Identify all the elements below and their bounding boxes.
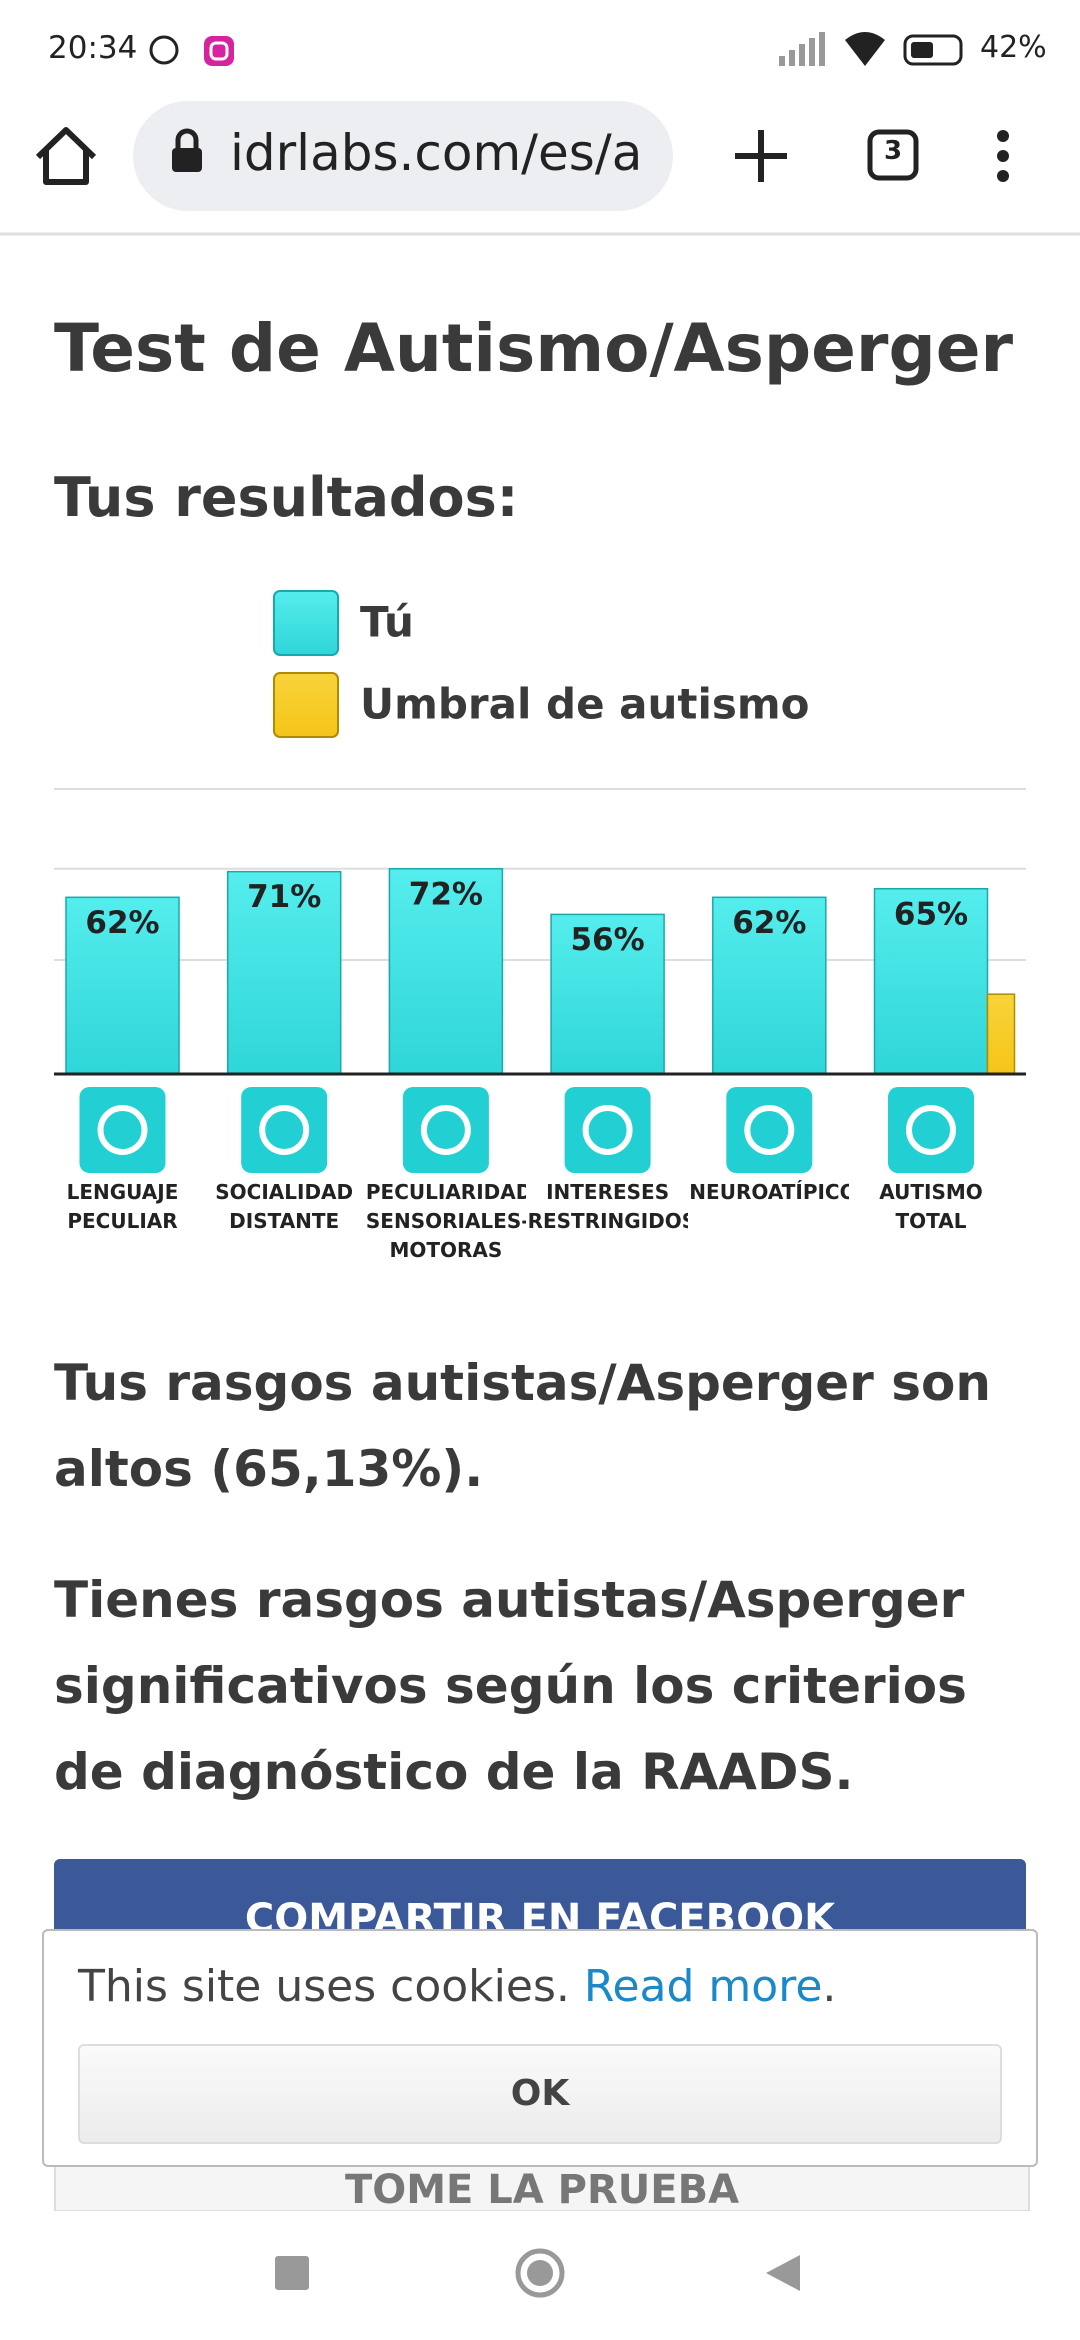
category-label-box: SOCIALIDAD DISTANTE (215, 1180, 354, 1233)
cookie-banner: This site uses cookies. Read more. OK (42, 1929, 1038, 2167)
url-text[interactable]: idrlabs.com/es/a (230, 124, 643, 182)
category-icon-glyph (582, 1105, 633, 1155)
category-icon (79, 1087, 166, 1173)
result-text: Tus rasgos autistas/Asperger son altos (… (54, 1354, 991, 1498)
legend-label: Tú (360, 598, 414, 647)
bar (226, 870, 342, 1075)
x-tick-label: AUTISMO TOTAL (879, 1180, 983, 1233)
category-label-box: NEUROATÍPICO (689, 1180, 850, 1204)
legend-label: Umbral de autismo (360, 680, 810, 729)
x-tick-label: LENGUAJE PECULIAR (66, 1180, 179, 1233)
bar (550, 913, 665, 1075)
diagnosis-text: Tienes rasgos autistas/Asperger signific… (54, 1571, 967, 1801)
chart: Tú Umbral de autismo 62% LENGUAJE PECULIAR 7… (54, 590, 1026, 1262)
legend-swatch (273, 590, 339, 656)
x-tick-label: SOCIALIDAD DISTANTE (215, 1180, 354, 1233)
category-label-box: INTERESES RESTRINGIDOS (527, 1180, 688, 1233)
cookie-message: This site uses cookies. Read more. (78, 1961, 836, 2012)
threshold-bar (986, 993, 1016, 1075)
battery-level: 42% (980, 30, 1047, 65)
home-nav-button[interactable] (515, 2248, 565, 2298)
bar (873, 888, 989, 1075)
bar (388, 868, 504, 1075)
category-label-box: AUTISMO TOTAL (879, 1180, 983, 1233)
category-icon-glyph (259, 1105, 310, 1155)
bar-value-label: 71% (247, 879, 321, 915)
tab-count: 3 (883, 136, 903, 166)
navigation-bar (0, 2211, 1080, 2340)
cookie-text: This site uses cookies. (78, 1961, 570, 2012)
bar-value-label: 62% (732, 905, 806, 941)
bar (65, 896, 180, 1075)
category-icon (564, 1087, 651, 1173)
category-icon-glyph (420, 1105, 471, 1155)
category-icon-glyph (906, 1105, 956, 1155)
bar-value-label: 72% (409, 876, 483, 912)
back-button[interactable] (766, 2255, 800, 2291)
x-tick-label: NEUROATÍPICO (689, 1180, 850, 1204)
read-more-link[interactable]: Read more (583, 1961, 823, 2012)
x-tick-label: INTERESES RESTRINGIDOS (527, 1180, 688, 1233)
cookie-end: . (822, 1961, 837, 2012)
legend-swatch (273, 672, 339, 738)
bar-value-label: 56% (570, 922, 644, 958)
browser-toolbar (0, 101, 1080, 236)
status-icons (149, 35, 234, 66)
category-label-box: LENGUAJE PECULIAR (66, 1180, 179, 1233)
bar-value-label: 62% (85, 905, 159, 941)
category-icon-glyph (744, 1105, 795, 1155)
status-time: 20:34 (48, 30, 138, 66)
address-bar[interactable] (133, 101, 673, 211)
category-icon (402, 1087, 489, 1173)
category-icon-glyph (97, 1105, 148, 1155)
bar-value-label: 65% (894, 896, 968, 932)
new-tab-button[interactable] (735, 130, 787, 182)
recents-button[interactable] (275, 2256, 309, 2290)
category-icon (888, 1087, 974, 1173)
category-icon (241, 1087, 328, 1173)
tabs-button[interactable] (867, 129, 919, 181)
home-button[interactable] (35, 127, 97, 185)
status-right-icons (779, 32, 963, 66)
category-icon (726, 1087, 813, 1173)
results-heading: Tus resultados: (54, 466, 519, 529)
menu-button[interactable] (997, 130, 1009, 182)
cookie-ok-button[interactable]: OK (78, 2044, 1002, 2144)
x-tick-label: PECULIARIDADES SENSORIALES-MOTORAS (365, 1180, 526, 1262)
category-label-box: PECULIARIDADES SENSORIALES-MOTORAS (365, 1180, 526, 1262)
page-title: Test de Autismo/Asperger (54, 310, 1014, 387)
bar (712, 896, 827, 1075)
